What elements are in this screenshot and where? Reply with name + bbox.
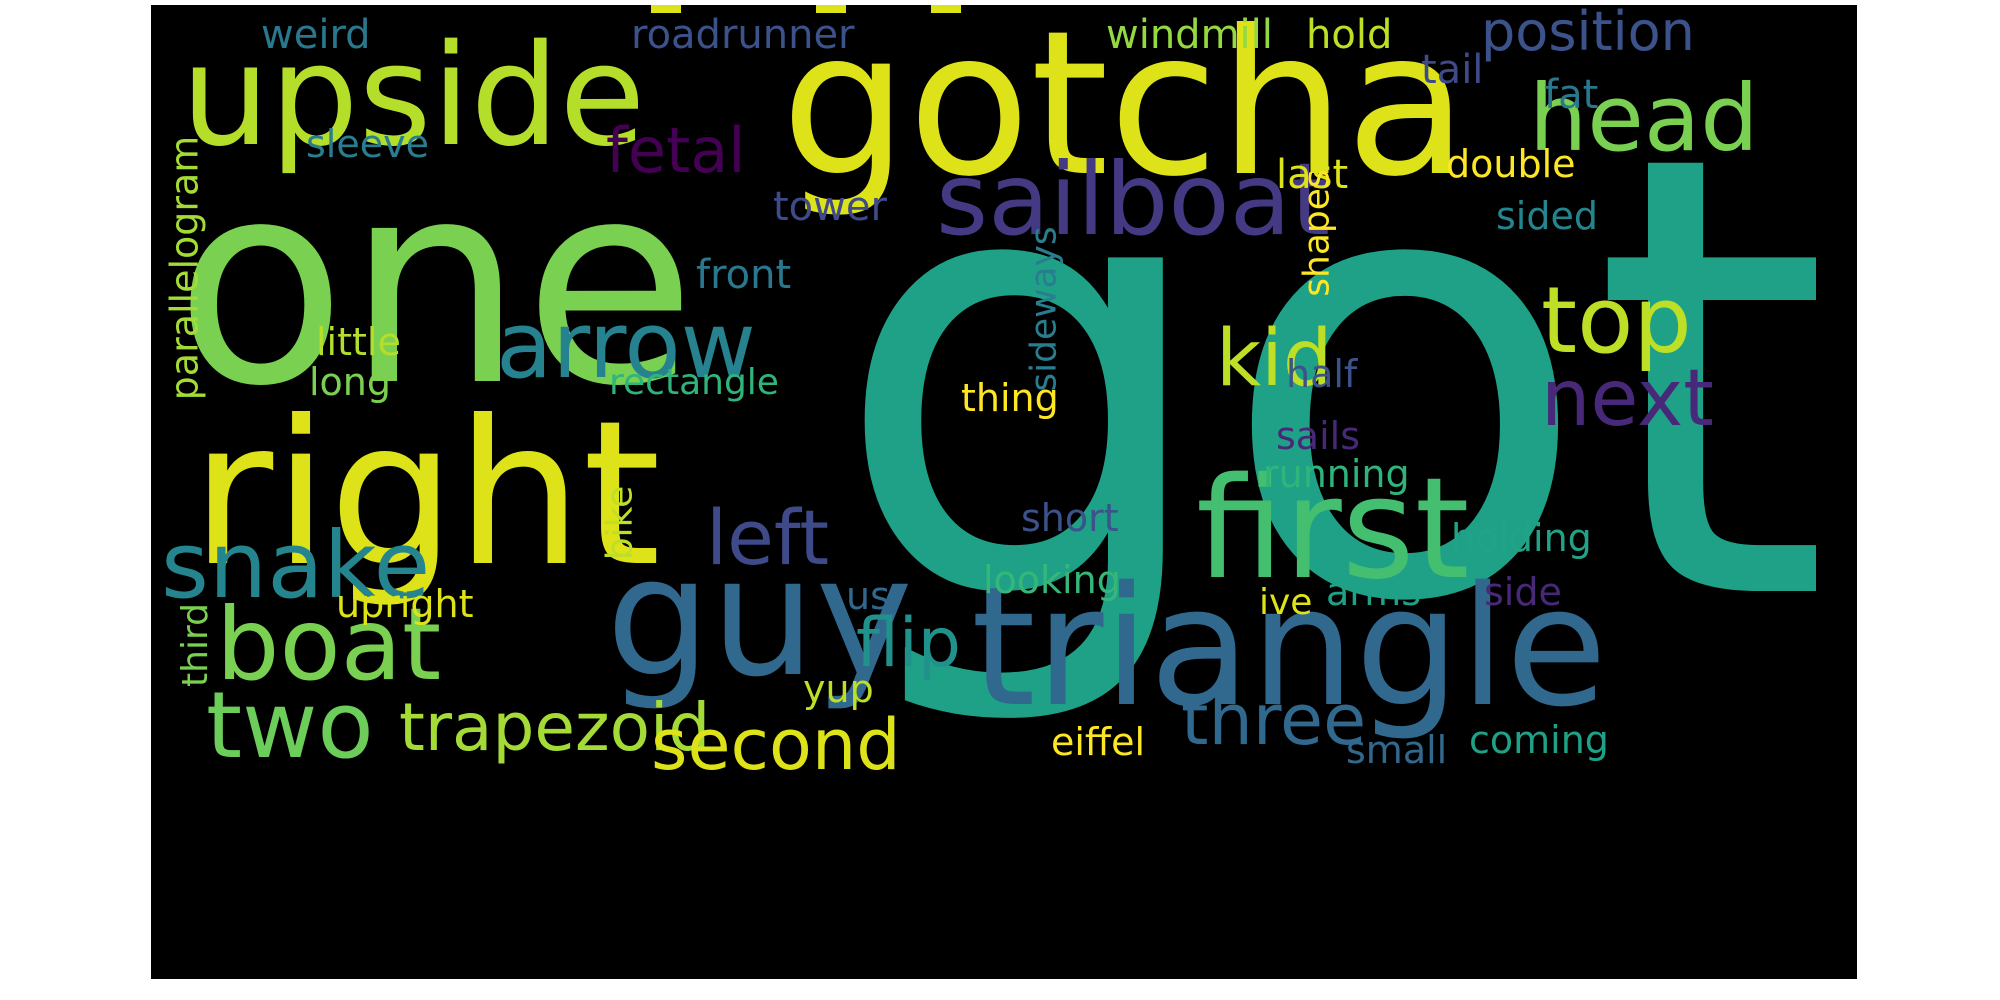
word-arrow: arrow — [496, 292, 756, 399]
word-triangle: triangle — [971, 551, 1608, 743]
word-weird: weird — [261, 12, 371, 58]
word-got: got — [831, 25, 1831, 735]
word-left: left — [706, 493, 830, 582]
word-boat: boat — [216, 586, 442, 703]
word-yup: yup — [803, 667, 874, 711]
word-coming: coming — [1469, 718, 1609, 762]
word-arms: arms — [1326, 570, 1422, 614]
word-sided: sided — [1496, 194, 1598, 238]
word-long: long — [309, 360, 392, 404]
clipped-word-fragment — [816, 5, 846, 13]
word-next: next — [1541, 354, 1714, 444]
word-third: third — [174, 603, 216, 687]
word-half: half — [1286, 352, 1358, 396]
word-holding: holding — [1451, 516, 1592, 560]
word-tower: tower — [773, 184, 887, 230]
word-small: small — [1346, 728, 1448, 772]
word-head: head — [1529, 65, 1759, 172]
word-windmill: windmill — [1106, 12, 1273, 58]
word-shapes: shapes — [1296, 169, 1338, 297]
word-thing: thing — [961, 376, 1059, 420]
word-right: right — [191, 378, 661, 611]
word-fetal: fetal — [606, 114, 746, 187]
word-double: double — [1446, 142, 1576, 186]
word-last: last — [1276, 152, 1349, 198]
word-upside: upside — [181, 15, 646, 178]
word-kid: kid — [1216, 314, 1333, 404]
word-ive: ive — [1259, 582, 1313, 623]
word-sails: sails — [1276, 414, 1360, 458]
word-position: position — [1481, 5, 1695, 63]
word-roadrunner: roadrunner — [631, 12, 855, 58]
word-little: little — [316, 320, 401, 364]
word-one: one — [175, 122, 697, 448]
word-guy: guy — [606, 521, 913, 713]
word-running: running — [1263, 452, 1410, 496]
word-three: three — [1181, 679, 1367, 761]
word-short: short — [1021, 496, 1119, 540]
word-cloud: got one gotcha upside right triangle guy… — [151, 5, 1857, 979]
word-fat: fat — [1544, 72, 1599, 118]
word-trapezoid: trapezoid — [399, 689, 711, 766]
word-two: two — [206, 672, 374, 779]
word-front: front — [696, 252, 792, 298]
word-first: first — [1196, 448, 1470, 611]
word-eiffel: eiffel — [1051, 720, 1146, 764]
clipped-word-fragment — [651, 5, 681, 13]
word-upright: upright — [336, 582, 474, 626]
word-flip: flip — [856, 604, 961, 683]
word-looking: looking — [983, 558, 1121, 602]
word-sailboat: sailboat — [936, 141, 1331, 258]
word-sideways: sideways — [1023, 226, 1065, 392]
word-snake: snake — [161, 512, 431, 619]
clipped-word-fragment — [931, 5, 961, 13]
word-second: second — [651, 704, 901, 786]
word-gotcha: gotcha — [781, 5, 1469, 221]
word-us: us — [846, 574, 890, 618]
word-side: side — [1484, 570, 1562, 614]
word-sleeve: sleeve — [306, 122, 429, 166]
word-parallelogram: parallelogram — [162, 135, 207, 401]
word-tail: tail — [1421, 47, 1484, 93]
word-top: top — [1541, 267, 1692, 374]
word-bike: bike — [599, 485, 641, 561]
word-hold: hold — [1306, 12, 1393, 58]
word-rectangle: rectangle — [609, 362, 779, 403]
